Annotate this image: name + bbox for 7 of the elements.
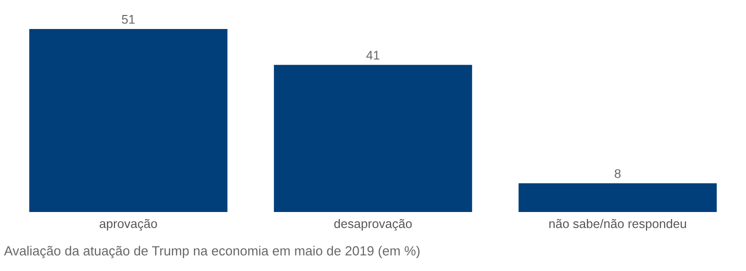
data-label: 8	[614, 169, 621, 178]
x-tick-label: desaprovação	[334, 218, 412, 231]
data-label: 41	[366, 50, 380, 60]
text: Avaliação da atuação de Trump na economia em maio de 2019 (em %)	[4, 246, 420, 258]
x-tick-label: não sabe/não respondeu	[549, 218, 686, 231]
data-label: 51	[122, 15, 135, 24]
x-tick-label: aprovação	[100, 218, 157, 231]
